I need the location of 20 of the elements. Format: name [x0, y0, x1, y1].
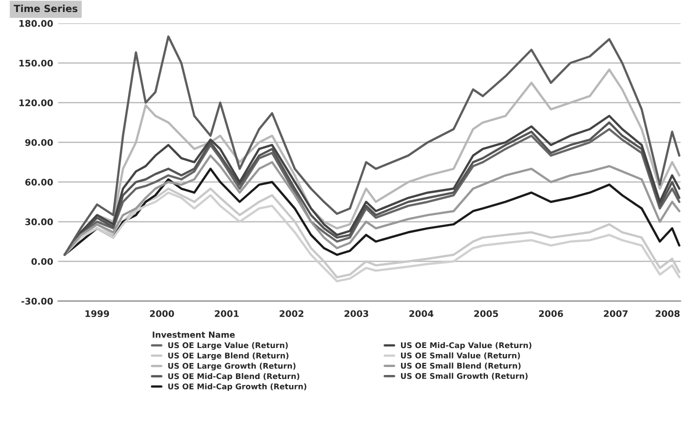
x-tick-label: 2000 [150, 310, 174, 318]
x-tick-label: 2005 [474, 310, 498, 318]
x-tick-label: 2004 [409, 310, 434, 318]
x-tick-label: 2001 [214, 310, 239, 318]
legend-title: Investment Name [152, 332, 235, 338]
chart-title: Time Series [14, 4, 78, 12]
y-tick-label: 0.00 [31, 258, 53, 265]
y-tick-label: 30.00 [25, 218, 53, 226]
y-tick-label: 120.00 [19, 99, 53, 106]
y-tick-label: 90.00 [25, 139, 53, 146]
y-tick-label: 60.00 [25, 178, 53, 186]
x-tick-label: 2002 [280, 310, 304, 318]
y-tick-label: 180.00 [19, 20, 53, 27]
x-tick-label: 2003 [344, 310, 368, 318]
y-tick-label: -30.00 [21, 298, 53, 305]
x-tick-label: 2008 [656, 310, 680, 318]
y-tick-label: 150.00 [19, 60, 53, 67]
x-tick-label: 2007 [604, 310, 628, 318]
x-tick-label: 2006 [539, 310, 563, 318]
x-tick-label: 1999 [86, 310, 110, 318]
